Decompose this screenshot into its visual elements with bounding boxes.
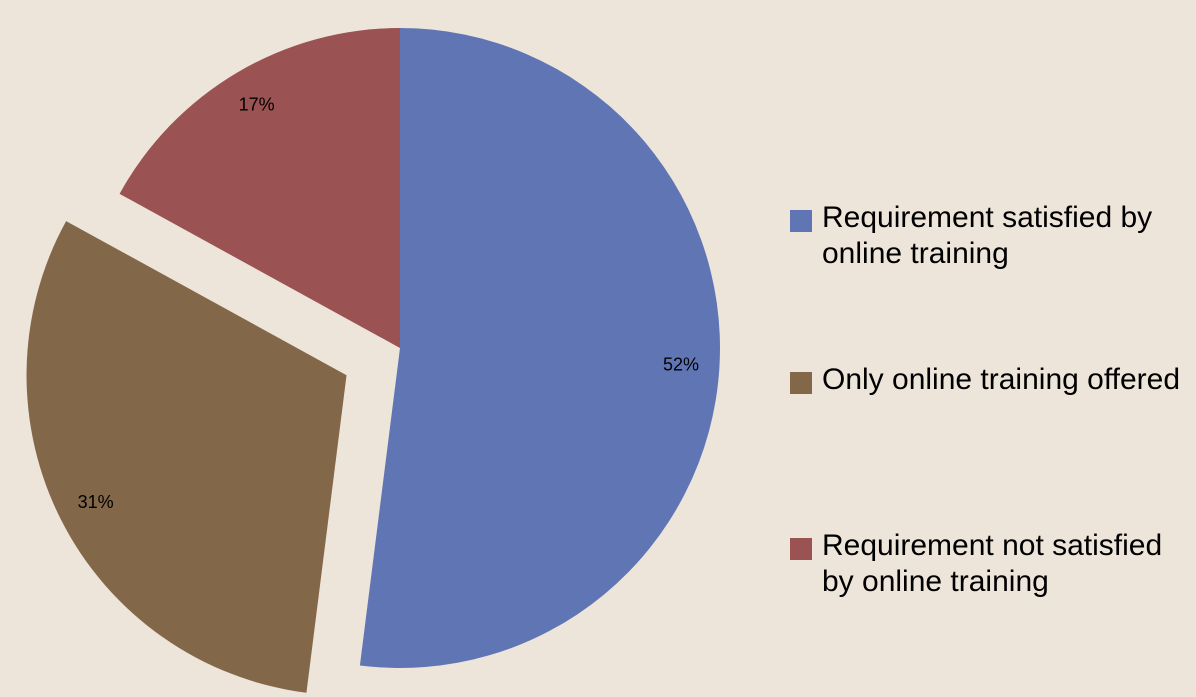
legend-swatch: [790, 372, 812, 394]
legend-swatch: [790, 538, 812, 560]
legend-swatch: [790, 210, 812, 232]
legend-item: Requirement satisfied by online training: [790, 200, 1190, 272]
pie-slice: [119, 28, 401, 348]
pie-slice: [359, 28, 720, 668]
legend-label: Requirement not satisfied by online trai…: [822, 529, 1163, 598]
legend-label: Only online training offered: [822, 363, 1181, 396]
data-label: 52%: [663, 354, 699, 374]
data-label: 31%: [78, 492, 114, 512]
legend-item: Only online training offered: [790, 362, 1190, 398]
legend-label: Requirement satisfied by online training: [822, 201, 1153, 270]
legend-item: Requirement not satisfied by online trai…: [790, 528, 1190, 600]
data-label: 17%: [239, 94, 275, 114]
pie-slice: [26, 221, 347, 693]
